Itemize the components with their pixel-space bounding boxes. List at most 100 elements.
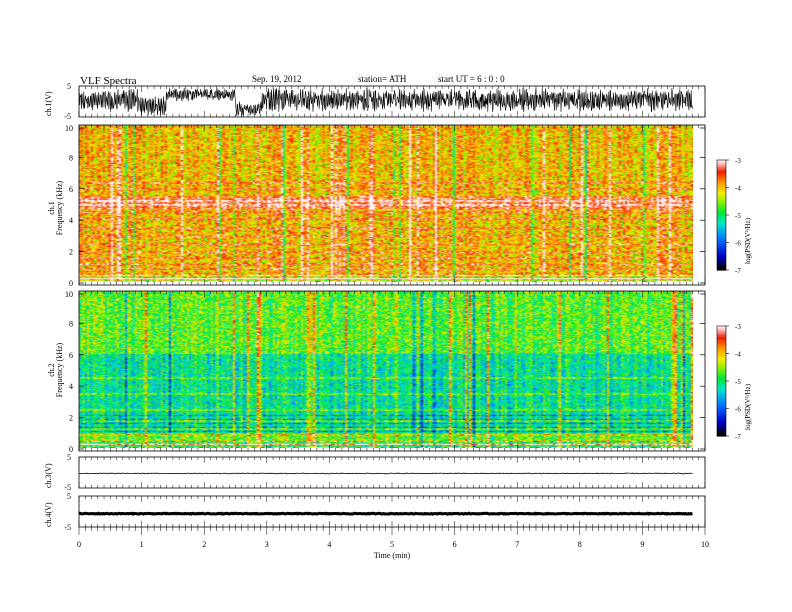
colorbar-segment — [717, 222, 726, 225]
colorbar-tick-label: -3 — [735, 323, 741, 331]
colorbar-segment — [717, 419, 726, 422]
colorbar-segment — [717, 238, 726, 242]
ch3-volt-label: ch.3(V) — [44, 463, 53, 488]
colorbar-segment — [717, 167, 726, 170]
ch3-ytick-bottom: -5 — [64, 483, 71, 492]
freq-tick-label: 0 — [69, 445, 73, 454]
colorbar-segment — [717, 337, 726, 340]
colorbar-segment — [717, 368, 726, 371]
colorbar-segment — [717, 351, 726, 355]
colorbar-segment — [717, 359, 726, 362]
ch2-spectrogram-image — [79, 291, 693, 448]
colorbar-segment — [717, 202, 726, 205]
colorbar-segment — [717, 218, 726, 222]
colorbar-tick-label: -7 — [735, 267, 741, 275]
colorbar-segment — [717, 191, 726, 194]
colorbar-tick-label: -5 — [735, 378, 741, 386]
colorbar-segment — [717, 220, 726, 223]
ch2-frequency-label: Frequency (kHz) — [55, 342, 64, 397]
colorbar-segment — [717, 266, 726, 269]
colorbar-label: log(PSD(V²/Hz) — [744, 217, 752, 264]
ch1-spectrogram-panel: 0 2 4 6 8 10 ch.1 Frequency (kHz) — [47, 124, 706, 288]
ch3-waveform-trace — [78, 472, 693, 475]
ch2-channel-label: ch.2 — [47, 363, 56, 377]
colorbar-segment — [717, 246, 726, 249]
colorbar-segment — [717, 244, 726, 247]
ch2-spectrogram-panel: 0 2 4 6 8 10 ch.2 Frequency (kHz) — [47, 290, 706, 454]
colorbar-segment — [717, 428, 726, 432]
ch1-ytick-bottom: -5 — [64, 112, 71, 121]
ch1-channel-label: ch.1 — [47, 201, 56, 215]
colorbar-segment — [717, 260, 726, 264]
freq-tick-label: 8 — [69, 319, 73, 328]
colorbar-segment — [717, 169, 726, 172]
ch4-ytick-top: 5 — [67, 492, 71, 501]
colorbar-segment — [717, 183, 726, 187]
colorbar-segment — [717, 355, 726, 358]
colorbar-segment — [717, 189, 726, 192]
ch2-frequency-ticks: 0 2 4 6 8 10 — [65, 290, 705, 454]
ch1-waveform-trace — [78, 87, 693, 118]
colorbar-segment — [717, 370, 726, 373]
colorbar-segment — [717, 386, 726, 389]
colorbar-segment — [717, 231, 726, 234]
colorbar-segment — [717, 237, 726, 240]
colorbar-segment — [717, 412, 726, 415]
colorbar-segment — [717, 373, 726, 377]
colorbar-segment — [717, 257, 726, 260]
colorbar-segment — [717, 251, 726, 255]
ch1-volt-label: ch.1(V) — [44, 91, 53, 116]
colorbar-segment — [717, 335, 726, 338]
freq-tick-label: 6 — [69, 185, 73, 194]
colorbar-tick-label: -6 — [735, 240, 741, 248]
ch1-waveform-line — [78, 87, 693, 118]
colorbar-segment — [717, 255, 726, 258]
colorbar-segment — [717, 426, 726, 430]
colorbar-segment — [717, 375, 726, 378]
colorbar-tick-label: -6 — [735, 406, 741, 414]
freq-tick-label: 4 — [69, 216, 73, 225]
time-tick-label: 4 — [327, 540, 331, 549]
ch3-ytick-top: 5 — [67, 453, 71, 462]
ch4-volt-label: ch.4(V) — [44, 502, 53, 527]
colorbar-segment — [717, 388, 726, 391]
colorbar-segment — [717, 207, 726, 211]
colorbar-segment — [717, 198, 726, 201]
colorbar-segment — [717, 174, 726, 178]
time-tick-labels: 0 1 2 3 4 5 6 7 8 9 10 — [77, 540, 709, 549]
time-tick-label: 1 — [140, 540, 144, 549]
colorbar-segment — [717, 379, 726, 382]
time-tick-label: 5 — [390, 540, 394, 549]
colorbar-segment — [717, 326, 726, 329]
colorbar-segment — [717, 176, 726, 179]
station-label: station= ATH — [358, 74, 407, 84]
ch1-frequency-ticks: 0 2 4 6 8 10 — [65, 124, 705, 288]
colorbar-segment — [717, 342, 726, 345]
colorbar-segment — [717, 262, 726, 266]
colorbar-segment — [717, 414, 726, 417]
colorbar-tick-label: -4 — [735, 185, 741, 193]
colorbar-segment — [717, 384, 726, 388]
colorbar-segment — [717, 348, 726, 351]
colorbar-segment — [717, 421, 726, 424]
colorbar-segment — [717, 333, 726, 336]
ch3wave-line — [78, 472, 693, 475]
colorbar-segment — [717, 366, 726, 369]
freq-tick-label: 4 — [69, 382, 73, 391]
colorbar-segment — [717, 382, 726, 386]
colorbar-segment — [717, 392, 726, 395]
colorbar-segment — [717, 259, 726, 262]
freq-tick-label: 2 — [69, 248, 73, 257]
colorbar-segment — [717, 403, 726, 406]
colorbar-segment — [717, 381, 726, 384]
colorbar-segment — [717, 362, 726, 366]
colorbar-segment — [717, 196, 726, 200]
colorbar-segment — [717, 240, 726, 244]
colorbar-segment — [717, 349, 726, 353]
colorbar-tick-label: -7 — [735, 433, 741, 441]
colorbar-segment — [717, 410, 726, 413]
colorbar-segment — [717, 406, 726, 410]
ch4wave-line — [78, 511, 693, 516]
colorbar-segment — [717, 415, 726, 419]
